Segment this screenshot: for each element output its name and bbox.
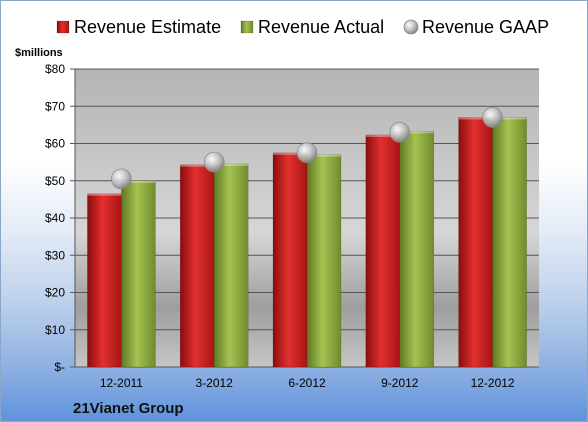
y-tick-label: $40 <box>45 211 65 225</box>
marker-revenue-gaap <box>203 151 225 173</box>
bar-revenue-estimate <box>87 193 122 368</box>
bar-top-highlight <box>492 117 527 120</box>
bar-revenue-actual <box>492 117 527 368</box>
marker-revenue-gaap <box>389 121 411 143</box>
y-axis-ticks: $- $10 $20 $30 $40 $50 $60 $70 $80 <box>45 62 76 374</box>
bar-top-highlight <box>214 163 249 166</box>
y-tick-label: $50 <box>45 174 65 188</box>
bar-revenue-estimate <box>179 164 215 368</box>
bar-revenue-actual <box>213 163 249 368</box>
legend-swatch <box>240 20 254 34</box>
y-tick-label: $20 <box>45 286 65 300</box>
x-tick-label: 6-2012 <box>288 376 326 390</box>
gaap-markers <box>111 107 504 190</box>
y-axis-unit-label: $millions <box>15 47 63 59</box>
bar-revenue-actual <box>306 154 342 368</box>
y-tick-label: $70 <box>45 99 65 113</box>
marker-revenue-gaap <box>482 107 504 128</box>
bar-top-highlight <box>365 134 400 137</box>
x-tick-label: 12-2012 <box>471 376 515 390</box>
bar-revenue-actual <box>121 180 156 368</box>
bar-top-highlight <box>399 131 434 134</box>
legend-label: Revenue GAAP <box>422 17 549 37</box>
bar-revenue-actual <box>399 130 435 368</box>
legend: Revenue Estimate Revenue Actual Revenue GA… <box>56 17 549 37</box>
x-tick-label: 9-2012 <box>381 376 419 390</box>
bar-top-highlight <box>87 193 122 196</box>
x-axis-ticks: 12-2011 3-2012 6-2012 9-2012 12-2012 <box>100 376 515 390</box>
x-tick-label: 3-2012 <box>196 376 234 390</box>
y-tick-label: $80 <box>45 62 65 76</box>
marker-revenue-gaap <box>296 142 318 164</box>
legend-marker <box>403 19 419 35</box>
y-tick-label: $60 <box>45 137 65 151</box>
y-tick-label: $- <box>54 360 65 374</box>
bar-top-highlight <box>121 180 156 183</box>
legend-swatch <box>56 20 70 34</box>
company-name: 21Vianet Group <box>73 400 184 417</box>
bar-revenue-estimate <box>272 152 308 368</box>
bar-top-highlight <box>180 164 215 167</box>
bar-revenue-estimate <box>458 117 493 368</box>
bar-revenue-estimate <box>365 134 401 368</box>
bar-top-highlight <box>458 117 493 120</box>
marker-revenue-gaap <box>111 168 132 190</box>
x-tick-label: 12-2011 <box>100 376 143 390</box>
bars <box>87 117 527 368</box>
y-tick-label: $10 <box>45 323 65 337</box>
legend-label: Revenue Actual <box>258 17 384 37</box>
bar-top-highlight <box>307 154 341 157</box>
legend-label: Revenue Estimate <box>74 17 221 37</box>
bar-top-highlight <box>273 152 307 155</box>
y-tick-label: $30 <box>45 248 65 262</box>
